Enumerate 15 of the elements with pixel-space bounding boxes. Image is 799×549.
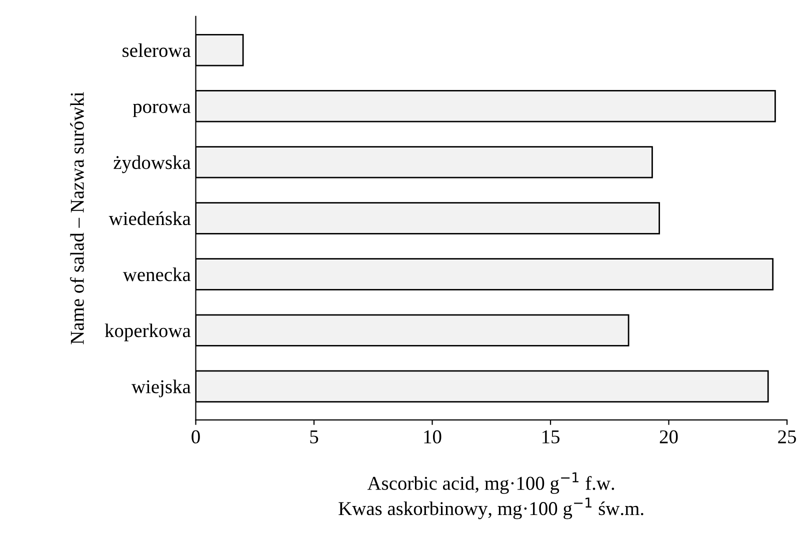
y-tick-label: wiedeńska	[108, 211, 191, 226]
x-axis-title: Ascorbic acid, mg·100 g$^{−1}$ f.w. Kwas askorbinowy, mg·100 g$^{−1}$ św.m.	[338, 472, 644, 520]
x-tick-label: 25	[778, 430, 796, 444]
x-tick-label: 15	[542, 430, 560, 444]
y-tick-label: selerowa	[122, 43, 191, 58]
y-tick-label: żydowska	[114, 155, 191, 174]
y-tick-label: wenecka	[122, 268, 191, 282]
x-tick-label: 0	[192, 430, 200, 444]
x-tick-label: 10	[424, 430, 442, 444]
y-axis-title: Name of salad – Nazwa surówki	[70, 92, 84, 344]
y-tick-label: porowa	[132, 104, 191, 118]
x-tick-label: 5	[310, 430, 318, 444]
x-tick-label: 20	[660, 430, 678, 444]
y-tick-label: wiejska	[132, 380, 191, 398]
y-tick-label: koperkowa	[104, 324, 191, 342]
